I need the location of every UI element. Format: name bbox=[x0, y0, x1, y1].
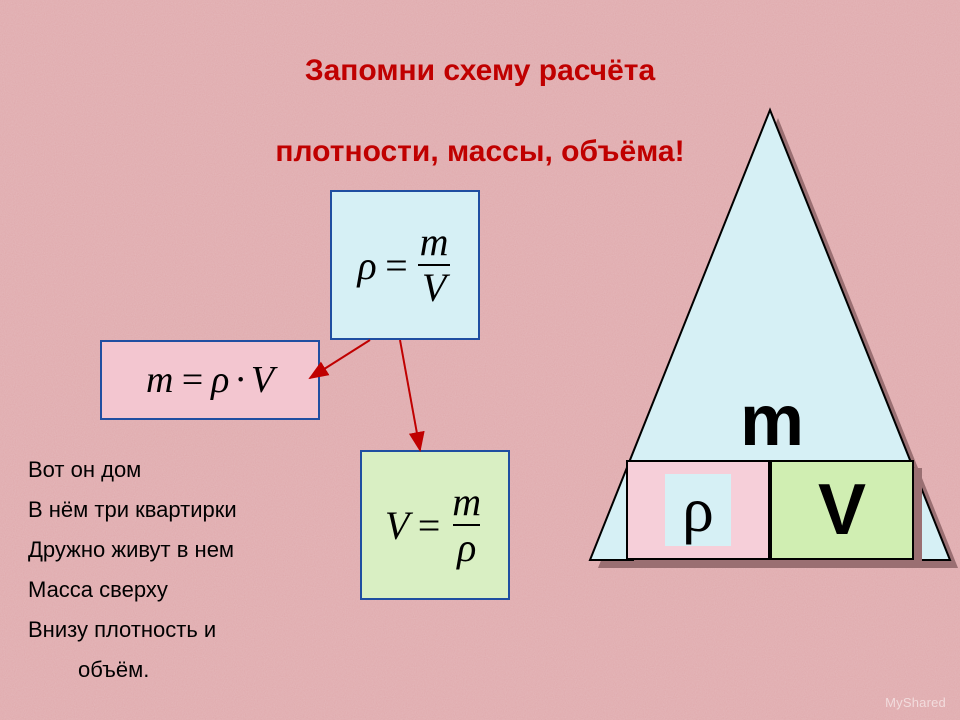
poem-line: объём. bbox=[28, 650, 348, 690]
v-label: V bbox=[818, 469, 866, 551]
triangle-rho-cell: ρ bbox=[626, 460, 770, 560]
poem-line: Внизу плотность и bbox=[28, 610, 348, 650]
triangle-m-label: m bbox=[740, 380, 804, 462]
title-line1: Запомни схему расчёта bbox=[305, 54, 655, 87]
poem-line: Вот он дом bbox=[28, 450, 348, 490]
rho-inner: ρ bbox=[665, 474, 731, 546]
poem-line: Масса сверху bbox=[28, 570, 348, 610]
rho-label: ρ bbox=[682, 473, 714, 547]
poem: Вот он домВ нём три квартиркиДружно живу… bbox=[28, 450, 348, 690]
fraction: m ρ bbox=[448, 482, 485, 568]
formula-mass-box: m = ρ · V bbox=[100, 340, 320, 420]
poem-line: Дружно живут в нем bbox=[28, 530, 348, 570]
mass-equation: m = ρ · V bbox=[146, 358, 274, 402]
rho-symbol: ρ bbox=[357, 242, 376, 289]
slide-stage: Запомни схему расчёта плотности, массы, … bbox=[0, 0, 960, 720]
fraction: m V bbox=[416, 222, 453, 308]
formula-volume-box: V = m ρ bbox=[360, 450, 510, 600]
triangle-v-cell: V bbox=[770, 460, 914, 560]
poem-line: В нём три квартирки bbox=[28, 490, 348, 530]
title: Запомни схему расчёта плотности, массы, … bbox=[0, 10, 960, 172]
title-line2: плотности, массы, объёма! bbox=[275, 135, 684, 168]
V-symbol: V bbox=[385, 502, 409, 549]
watermark: MyShared bbox=[885, 695, 946, 710]
formula-density-box: ρ = m V bbox=[330, 190, 480, 340]
